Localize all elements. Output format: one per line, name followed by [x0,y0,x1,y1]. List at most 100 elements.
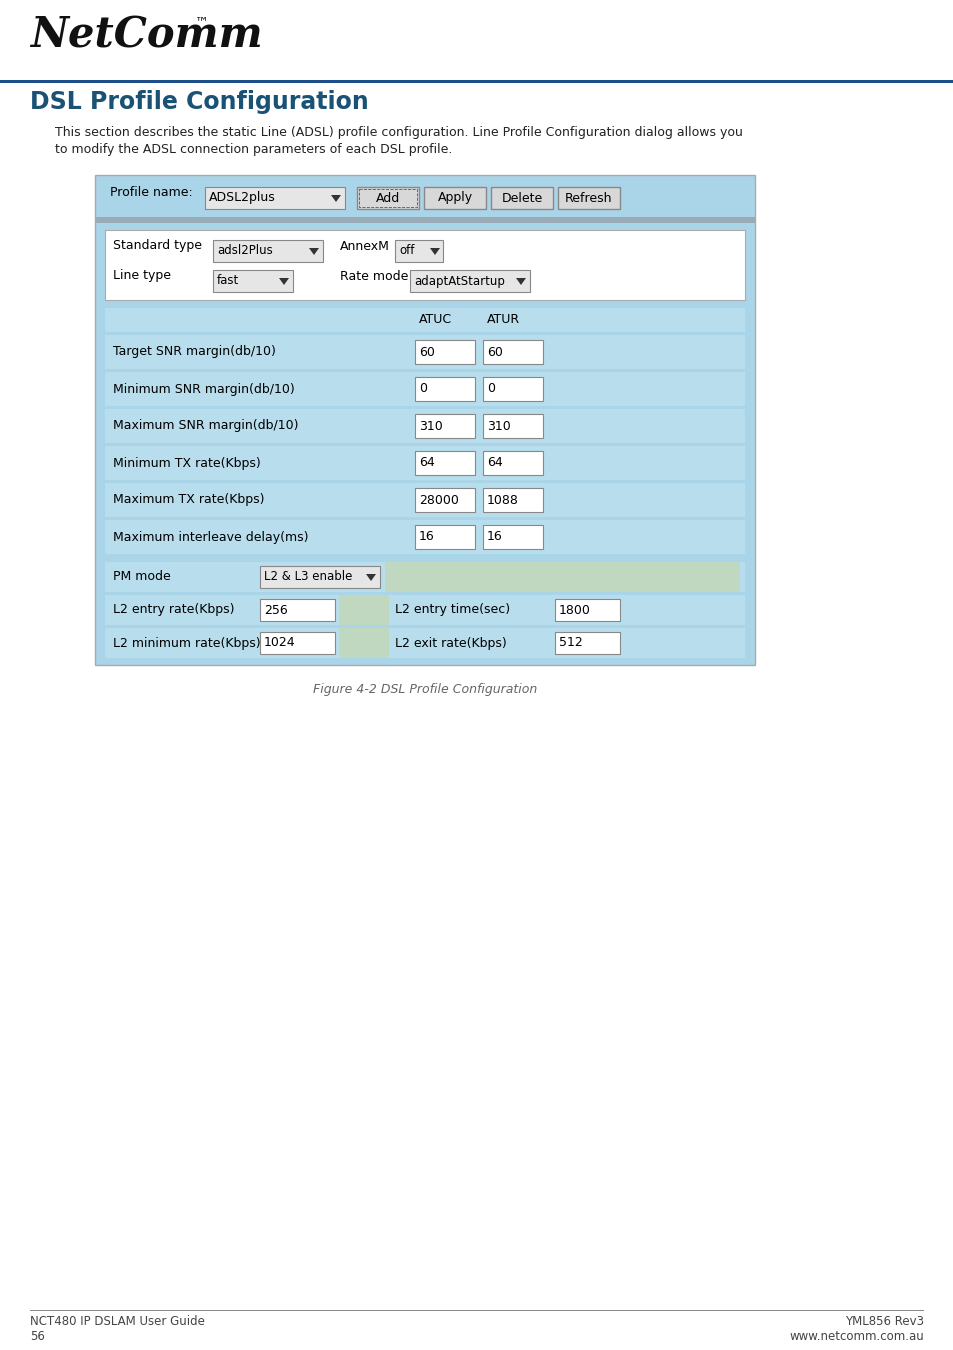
Bar [415,451,475,475]
Bar [415,414,475,437]
Text: This section describes the static Line (ADSL) profile configuration. Line Profil: This section describes the static Line (… [55,126,742,139]
Text: Minimum TX rate(Kbps): Minimum TX rate(Kbps) [112,456,260,470]
Bar [558,188,619,209]
Bar [105,335,744,369]
Text: Add: Add [375,192,399,204]
Text: 0: 0 [486,382,495,396]
Text: 512: 512 [558,636,582,649]
Bar [415,525,475,549]
Bar [95,176,754,666]
Text: Apply: Apply [437,192,472,204]
Text: Maximum SNR margin(db/10): Maximum SNR margin(db/10) [112,420,298,432]
Text: 16: 16 [486,531,502,544]
Text: 60: 60 [486,346,502,359]
Text: L2 exit rate(Kbps): L2 exit rate(Kbps) [395,636,506,649]
Polygon shape [309,248,318,255]
Bar [410,270,530,292]
Text: to modify the ADSL connection parameters of each DSL profile.: to modify the ADSL connection parameters… [55,143,452,157]
Text: L2 entry rate(Kbps): L2 entry rate(Kbps) [112,603,234,617]
Bar [482,451,542,475]
Bar [105,373,744,406]
Bar [482,414,542,437]
Bar [482,340,542,364]
Bar [356,188,418,209]
Text: YML856 Rev3: YML856 Rev3 [844,1315,923,1328]
Bar [415,487,475,512]
Text: Figure 4-2 DSL Profile Configuration: Figure 4-2 DSL Profile Configuration [313,683,537,697]
Bar [415,340,475,364]
Bar [0,80,953,82]
Text: 1800: 1800 [558,603,590,617]
Bar [105,562,744,593]
Bar [491,188,553,209]
Bar [105,595,744,625]
Text: 64: 64 [418,456,435,470]
Bar [105,628,744,657]
Text: 1088: 1088 [486,494,518,506]
Text: NCT480 IP DSLAM User Guide: NCT480 IP DSLAM User Guide [30,1315,205,1328]
Text: adsl2Plus: adsl2Plus [216,244,273,258]
Text: 0: 0 [418,382,427,396]
Text: L2 entry time(sec): L2 entry time(sec) [395,603,510,617]
Polygon shape [278,278,289,285]
Polygon shape [430,248,439,255]
Bar [105,409,744,443]
Text: adaptAtStartup: adaptAtStartup [414,274,504,288]
Bar [338,628,389,657]
Text: off: off [398,244,414,258]
Bar [105,483,744,517]
Text: AnnexM: AnnexM [339,239,390,252]
Text: Maximum interleave delay(ms): Maximum interleave delay(ms) [112,531,308,544]
Bar [95,217,754,223]
Bar [260,632,335,653]
Polygon shape [331,194,340,202]
Bar [423,188,485,209]
Text: NetComm: NetComm [30,15,262,57]
Text: Line type: Line type [112,270,171,282]
Text: L2 & L3 enable: L2 & L3 enable [264,571,352,583]
Bar [482,525,542,549]
Text: 1024: 1024 [264,636,295,649]
Text: Standard type: Standard type [112,239,202,252]
Text: Target SNR margin(db/10): Target SNR margin(db/10) [112,346,275,359]
Bar [482,487,542,512]
Text: PM mode: PM mode [112,571,171,583]
Bar [105,230,744,300]
Text: www.netcomm.com.au: www.netcomm.com.au [788,1330,923,1343]
Bar [205,188,345,209]
Text: fast: fast [216,274,239,288]
Bar [105,308,744,332]
Text: ATUC: ATUC [418,313,452,325]
Polygon shape [366,574,375,580]
Bar [105,520,744,554]
Bar [338,595,389,625]
Text: Refresh: Refresh [565,192,612,204]
Text: Delete: Delete [501,192,542,204]
Polygon shape [516,278,525,285]
Bar [395,240,442,262]
Bar [260,566,379,589]
Text: 16: 16 [418,531,435,544]
Bar [415,377,475,401]
Text: Rate mode: Rate mode [339,270,408,282]
Text: L2 minimum rate(Kbps): L2 minimum rate(Kbps) [112,636,260,649]
Text: DSL Profile Configuration: DSL Profile Configuration [30,90,369,113]
Bar [385,562,740,593]
Bar [213,240,323,262]
Bar [105,446,744,481]
Bar [482,377,542,401]
Bar [555,599,619,621]
Text: ADSL2plus: ADSL2plus [209,192,275,204]
Text: Profile name:: Profile name: [110,185,193,198]
Text: Minimum SNR margin(db/10): Minimum SNR margin(db/10) [112,382,294,396]
Text: 310: 310 [486,420,510,432]
Text: ™: ™ [194,15,209,28]
Text: 60: 60 [418,346,435,359]
Bar [260,599,335,621]
Bar [213,270,293,292]
Bar [358,189,416,207]
Text: 310: 310 [418,420,442,432]
Text: 56: 56 [30,1330,45,1343]
Text: ATUR: ATUR [486,313,519,325]
Text: 28000: 28000 [418,494,458,506]
